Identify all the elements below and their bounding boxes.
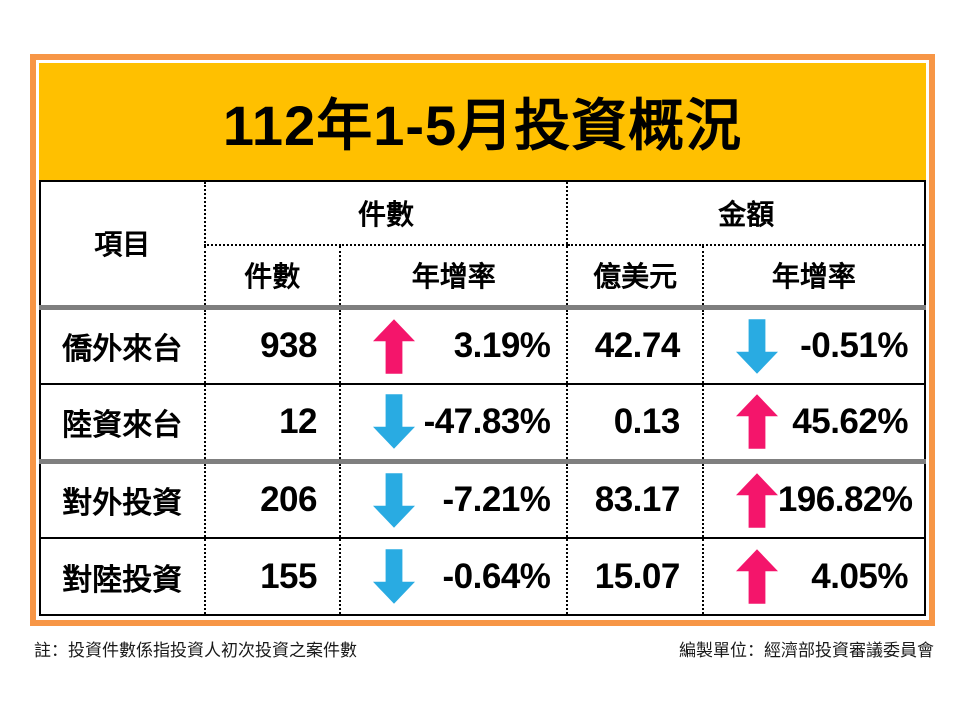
amount-yoy-cell: 45.62% xyxy=(701,384,925,464)
credit-note: 編製單位：經濟部投資審議委員會 xyxy=(679,641,934,660)
title-band: 112年1-5月投資概況 xyxy=(39,63,926,180)
row-label: 對外投資 xyxy=(40,461,205,539)
down-arrow-icon xyxy=(373,549,415,604)
investment-table: 項目 件數 金額 件數 年增率 億美元 年增率 僑外來台 938 xyxy=(39,180,926,616)
row-label: 對陸投資 xyxy=(62,563,183,597)
header-amount: 億美元 xyxy=(566,245,703,310)
amount-yoy-cell: 196.82% xyxy=(701,461,925,539)
up-arrow-icon xyxy=(735,394,778,450)
page-title: 112年1-5月投資概況 xyxy=(222,94,743,157)
down-arrow-icon xyxy=(735,318,778,374)
cases-yoy-cell: -47.83% xyxy=(338,384,568,464)
cases-value: 206 xyxy=(203,461,340,539)
header-group-row: 項目 件數 金額 xyxy=(40,181,925,310)
footer: 註：投資件數係指投資人初次投資之案件數 編製單位：經濟部投資審議委員會 xyxy=(34,636,934,661)
amount-yoy-value: 45.62% xyxy=(792,401,908,441)
table-header: 項目 件數 金額 件數 年增率 億美元 年增率 xyxy=(40,181,925,310)
cases-value: 938 xyxy=(203,307,340,385)
header-sub-row: 件數 年增率 億美元 年增率 xyxy=(40,245,925,310)
header-group-cases: 件數 xyxy=(203,181,568,246)
header-cases-yoy: 年增率 xyxy=(338,245,568,310)
amount-yoy-value: -0.51% xyxy=(800,326,908,366)
amount-value: 0.13 xyxy=(566,384,703,464)
amount-yoy-cell: -0.51% xyxy=(701,307,925,385)
amount-value: 83.17 xyxy=(566,461,703,539)
table-row: 陸資來台 12 -47.83% 0.13 45.62% xyxy=(40,384,925,464)
up-arrow-icon xyxy=(735,549,778,604)
header-amount-yoy: 年增率 xyxy=(701,245,925,310)
cases-yoy-cell: -7.21% xyxy=(338,461,568,539)
cases-yoy-cell: -0.64% xyxy=(338,538,568,615)
row-label: 僑外來台 xyxy=(40,307,205,385)
header-group-amount: 金額 xyxy=(566,181,925,246)
table-row: 僑外來台 938 3.19% 42.74 -0.51% xyxy=(40,307,925,385)
header-cases: 件數 xyxy=(203,245,340,310)
amount-yoy-value: 4.05% xyxy=(811,556,908,596)
cases-value: 155 xyxy=(203,538,340,615)
up-arrow-icon xyxy=(373,318,415,374)
cases-yoy-value: -47.83% xyxy=(423,401,551,441)
content-frame: 112年1-5月投資概況 項目 件數 金額 件數 年增率 億美元 年增率 xyxy=(30,54,935,626)
footnote: 註：投資件數係指投資人初次投資之案件數 xyxy=(34,641,357,660)
row-label: 陸資來台 xyxy=(40,384,205,464)
table-row: 對陸投資 155 -0.64% 15.07 4.05% xyxy=(40,538,925,615)
amount-yoy-cell: 4.05% xyxy=(701,538,925,615)
cases-value: 12 xyxy=(203,384,340,464)
down-arrow-icon xyxy=(373,394,415,450)
table-row: 對外投資 206 -7.21% 83.17 196.82% xyxy=(40,461,925,539)
down-arrow-icon xyxy=(373,472,415,528)
amount-yoy-value: 196.82% xyxy=(777,480,913,520)
cases-yoy-value: -7.21% xyxy=(442,480,551,520)
amount-value: 42.74 xyxy=(566,307,703,385)
cases-yoy-cell: 3.19% xyxy=(338,307,568,385)
cases-yoy-value: -0.64% xyxy=(442,556,551,596)
cases-yoy-value: 3.19% xyxy=(453,326,551,366)
amount-value: 15.07 xyxy=(566,538,703,615)
table-body: 僑外來台 938 3.19% 42.74 -0.51% xyxy=(40,307,925,615)
up-arrow-icon xyxy=(735,472,778,528)
header-item: 項目 xyxy=(40,181,205,310)
